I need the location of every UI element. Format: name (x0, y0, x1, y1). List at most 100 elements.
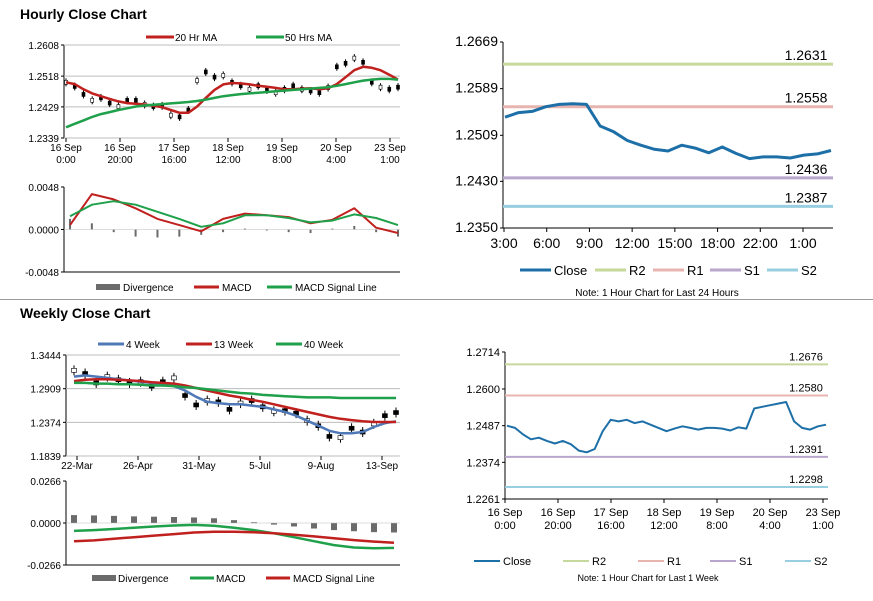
wm-y-tick-label: 0.0266 (30, 477, 61, 488)
legend-13week-label: 13 Week (214, 340, 254, 351)
wm-divergence-bar (351, 523, 357, 532)
hm-series-macd-signal-line (69, 200, 399, 228)
hs-level-label-r1: 1.2558 (785, 90, 828, 106)
legend-s2-label: S2 (814, 556, 827, 568)
legend-divergence-swatch (96, 284, 120, 290)
ws-x-tick-label: 19 Sep (700, 507, 735, 519)
hp-candle-body (212, 74, 217, 80)
hs-x-tick-label: 22:00 (743, 235, 778, 251)
wm-y-tick-label: -0.0266 (27, 561, 61, 572)
ws-level-label-s2: 1.2298 (789, 474, 823, 486)
ws-x-tick-label: 16:00 (597, 520, 625, 532)
wp-series-40-week (74, 381, 396, 400)
hp-x-tick-label: 1:00 (380, 155, 400, 166)
hp-x-tick-label: 8:00 (272, 155, 292, 166)
ws-series-close (506, 401, 827, 454)
wp-candle-body (171, 375, 177, 381)
ws-x-tick-label: 20:00 (544, 520, 572, 532)
hp-x-tick-label: 16:00 (161, 155, 186, 166)
wm-divergence-bar (391, 523, 397, 533)
wm-divergence-bar (271, 523, 277, 525)
hs-x-tick-label: 6:00 (533, 235, 560, 251)
wp-candle-body (71, 368, 77, 373)
wm-divergence-bar (231, 520, 237, 523)
hp-x-tick-label: 18 Sep (212, 143, 244, 154)
legend-r1-label: R1 (667, 556, 681, 568)
legend-divergence-label: Divergence (118, 574, 169, 585)
hs-x-tick-label: 15:00 (657, 235, 692, 251)
wp-candle-body (348, 425, 355, 431)
wm-divergence-bar (191, 517, 197, 523)
hp-y-tick-label: 1.2608 (28, 41, 59, 52)
weekly-macd-legend: Divergence MACD MACD Signal Line (92, 574, 375, 585)
hm-divergence-bar (243, 228, 246, 230)
wp-candle-body (326, 434, 333, 439)
hm-y-tick-label: -0.0048 (25, 268, 59, 279)
hp-series-20-hr-ma (65, 65, 399, 115)
hp-candle-body (169, 112, 173, 118)
ws-x-tick-label: 8:00 (706, 520, 727, 532)
hm-divergence-bar (112, 229, 115, 233)
hp-candle-body (203, 69, 208, 75)
legend-macd-label: MACD (222, 283, 251, 294)
legend-macd-label: MACD (216, 574, 245, 585)
hp-x-tick-label: 20 Sep (320, 143, 352, 154)
wp-candle-body (382, 413, 388, 418)
hp-candle-body (116, 104, 121, 109)
ws-y-tick-label: 1.2487 (466, 421, 500, 433)
hp-x-tick-label: 16 Sep (50, 143, 82, 154)
hp-candle-body (81, 92, 86, 97)
hm-divergence-bar (353, 225, 356, 230)
hm-divergence-bar (265, 229, 268, 231)
hm-divergence-bar (134, 229, 137, 237)
hp-candle-body (396, 84, 400, 90)
ws-x-tick-label: 16 Sep (488, 507, 523, 519)
hp-x-tick-label: 19 Sep (266, 143, 298, 154)
hp-x-tick-label: 16 Sep (104, 143, 136, 154)
hp-candle-body (107, 100, 112, 106)
wm-divergence-bar (251, 522, 257, 524)
ws-x-tick-label: 20 Sep (753, 507, 788, 519)
wm-y-tick-label: 0.0000 (30, 519, 61, 530)
ws-y-tick-label: 1.2261 (466, 494, 500, 506)
legend-s2-label: S2 (801, 263, 817, 278)
ws-y-tick-label: 1.2374 (466, 457, 500, 469)
wp-x-tick-label: 5-Jul (249, 461, 271, 472)
wm-divergence-bar (171, 517, 177, 523)
hs-y-tick-label: 1.2350 (455, 219, 498, 235)
legend-r2-label: R2 (629, 263, 646, 278)
hs-series-close (504, 102, 832, 161)
hp-candle-body (134, 98, 138, 103)
wm-series-macd (73, 523, 395, 550)
wm-divergence-bar (71, 515, 77, 523)
hs-level-label-s1: 1.2436 (785, 161, 828, 177)
wp-candle-body (226, 407, 233, 412)
hp-candle-body (221, 73, 226, 78)
hourly-macd-legend: Divergence MACD MACD Signal Line (96, 283, 377, 294)
legend-ma20-label: 20 Hr MA (175, 33, 218, 44)
hp-candle-body (335, 64, 339, 70)
hp-x-tick-label: 12:00 (215, 155, 240, 166)
wp-candle-body (337, 435, 344, 440)
wm-divergence-bar (211, 518, 217, 523)
legend-ma50-label: 50 Hrs MA (285, 33, 333, 44)
wp-x-tick-label: 31-May (182, 461, 215, 472)
hm-y-tick-label: 0.0000 (28, 226, 59, 237)
wp-candle-body (193, 402, 199, 408)
hm-divergence-bar (156, 229, 159, 238)
hm-divergence-bar (287, 229, 290, 233)
legend-divergence-label: Divergence (123, 283, 174, 294)
ws-y-tick-label: 1.2600 (466, 384, 500, 396)
ws-x-tick-label: 23 Sep (806, 507, 841, 519)
legend-close-label: Close (554, 263, 587, 278)
hs-y-tick-label: 1.2669 (455, 33, 498, 49)
legend-4week-label: 4 Week (126, 340, 161, 351)
hs-y-tick-label: 1.2509 (455, 126, 498, 142)
ws-x-tick-label: 17 Sep (594, 507, 629, 519)
hp-candle-body (387, 86, 392, 92)
wm-series-macd-signal-line (73, 530, 395, 544)
